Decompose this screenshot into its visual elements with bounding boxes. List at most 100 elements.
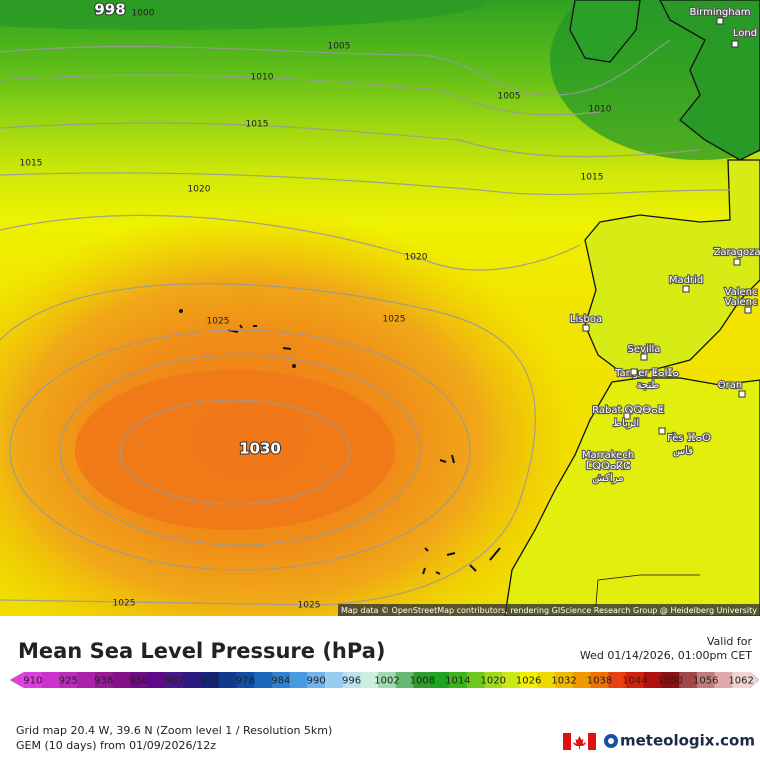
isobar-label: 1025 [298,601,321,611]
colorbar-label: 1038 [587,676,612,687]
colorbar-cell [342,672,361,688]
isobar-label: 1015 [20,159,43,169]
colorbar-cell [466,672,485,688]
valid-time: Wed 01/14/2026, 01:00pm CET [580,649,752,662]
colorbar-label: 972 [200,676,219,687]
colorbar-cell [41,672,60,688]
colorbar-label: 925 [59,676,78,687]
colorbar-cell [608,672,627,688]
colorbar-cell [661,672,680,688]
valid-label: Valid for [707,635,753,648]
colorbar-cell [537,672,556,688]
city-marker [640,353,648,361]
brand[interactable]: meteologix.com [620,732,755,750]
city-label: طنجة [637,380,660,391]
colorbar-label: 962 [165,676,184,687]
city-label: Oran [718,380,742,391]
city-label: الرباط [613,418,639,429]
isobar-label: 998 [94,1,125,19]
city-label: Valenc [725,287,758,298]
colorbar-label: 996 [342,676,361,687]
colorbar-cell [130,672,149,688]
city-marker [744,306,752,314]
colorbar-cell [325,672,344,688]
colorbar-label: 950 [130,676,149,687]
isobar-label: 1030 [239,440,281,458]
colorbar-cell [413,672,432,688]
colorbar-cell [147,672,167,688]
colorbar-cell [572,672,592,688]
city-marker [630,368,638,376]
city-label: Sevilla [628,344,661,355]
colorbar-cell [519,672,538,688]
colorbar-cell [218,672,237,688]
city-label: Tanger ⵟⴰⵏⵊⴰ [614,368,679,379]
city-label: Fès ⴼⴰⵙ [667,432,711,444]
isobar-label: 1005 [328,42,351,52]
isobar-label: 1020 [405,253,428,263]
colorbar-cell [626,672,645,688]
colorbar-cell [696,672,715,688]
city-label: Rabat ⵕⵕⴱⴰⵟ [592,405,664,416]
colorbar-cell [360,672,379,688]
colorbar-cell [201,672,220,688]
pressure-map: 998 1000 1005 1010 1005 1010 1015 1015 1015 1020 1… [0,0,760,616]
colorbar-label: 978 [236,676,255,687]
isobar-label: 1025 [383,315,406,325]
isobar-label: 1015 [246,120,269,130]
colorbar-cell [24,672,43,688]
city-label: Birmingham [690,7,751,18]
colorbar-cell [77,672,96,688]
colorbar-label: 1014 [445,676,470,687]
colorbar-label: 910 [23,676,42,687]
city-marker [716,17,724,25]
canada-flag [563,733,596,750]
city-marker [731,40,739,48]
colorbar-cell [448,672,468,688]
colorbar-label: 1026 [516,676,541,687]
colorbar-cell [484,672,503,688]
city-marker [582,324,590,332]
colorbar-cell [555,672,574,688]
city-label: ⵎⵕⵕⴰⴽⵛ [586,461,630,472]
colorbar-cell [378,672,397,688]
isobar-label: 1005 [498,92,521,102]
isobar-label: 1020 [188,185,211,195]
colorbar-cell [165,672,184,688]
colorbar-label: 1044 [622,676,647,687]
colorbar-label: 1056 [693,676,718,687]
city-marker [658,427,666,435]
colorbar-label: 938 [94,676,113,687]
city-marker [623,412,631,420]
city-label: Valenc [725,297,758,308]
legend-panel: Mean Sea Level Pressure (hPa) Valid for … [0,616,760,760]
city-label: Zaragoza [713,247,760,258]
city-label: Lond [733,28,757,39]
model-info: GEM (10 days) from 01/09/2026/12z [16,739,216,752]
colorbar-label: 984 [271,676,290,687]
colorbar-cell [502,672,521,688]
colorbar-cell [679,672,698,688]
colorbar-label: 1050 [658,676,683,687]
colorbar-cell [289,672,308,688]
city-marker [733,258,741,266]
colorbar-cell [271,672,291,688]
isobar-label: 1010 [251,73,274,83]
isobar-label: 1010 [589,105,612,115]
title: Mean Sea Level Pressure (hPa) [18,639,385,663]
city-label: مراكش [592,473,623,484]
isobar-label: 1000 [132,9,155,19]
colorbar-cell [732,672,751,688]
colorbar-label: 1008 [410,676,435,687]
colorbar-label: 990 [307,676,326,687]
city-label: فاس [673,446,693,457]
colorbar-cell [183,672,202,688]
colorbar-cell [59,672,78,688]
isobar-label: 1025 [113,599,136,609]
colorbar-label: 1062 [728,676,753,687]
grid-info: Grid map 20.4 W, 39.6 N (Zoom level 1 / … [16,724,332,737]
city-label: Marrakech [582,450,634,461]
colorbar-cell [395,672,414,688]
city-label: Lisboa [570,314,602,325]
